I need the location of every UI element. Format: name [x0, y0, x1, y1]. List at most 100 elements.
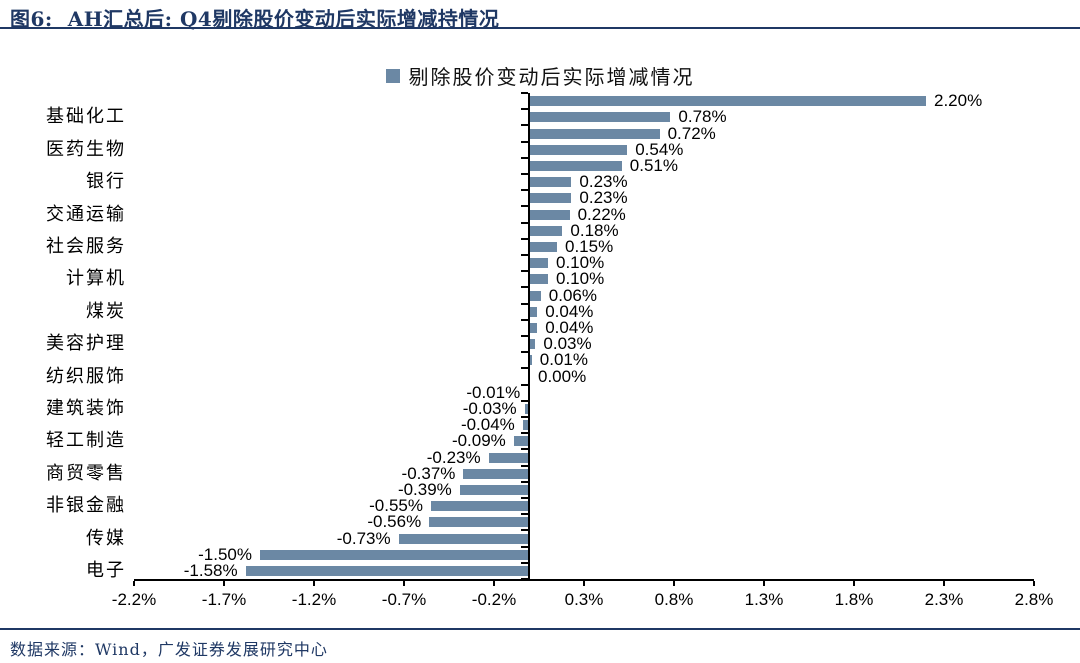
category-label: 煤炭	[86, 300, 126, 322]
bar	[524, 403, 530, 414]
bar-value-label: 0.03%	[543, 334, 592, 354]
bar	[530, 144, 628, 155]
x-axis-tick-label: 1.8%	[834, 590, 874, 609]
bar-value-label: 0.04%	[545, 301, 594, 321]
bar	[530, 258, 548, 269]
category-tick	[521, 464, 528, 467]
bar	[530, 209, 570, 220]
category-label: 轻工制造	[46, 430, 126, 452]
bar	[530, 193, 572, 204]
bar-value-label: -0.73%	[336, 528, 391, 548]
category-tick	[521, 432, 528, 435]
x-axis-tick	[313, 581, 315, 586]
category-tick	[521, 497, 528, 499]
category-tick	[521, 416, 528, 418]
category-label: 电子	[86, 559, 126, 581]
bar	[530, 322, 538, 333]
category-tick	[521, 529, 528, 532]
bar	[522, 420, 530, 431]
bar-value-label: 0.06%	[548, 285, 597, 305]
category-label: 纺织服饰	[46, 365, 126, 387]
bar-value-label: -0.37%	[401, 463, 456, 483]
category-label: 建筑装饰	[46, 397, 126, 419]
category-tick	[521, 399, 528, 402]
bar-value-label: -1.50%	[198, 544, 252, 564]
category-label: 非银金融	[46, 495, 126, 517]
category-tick	[521, 351, 528, 354]
bar-value-label: -0.56%	[367, 512, 422, 532]
bar	[463, 468, 530, 479]
x-axis-tick-label: 1.3%	[744, 590, 784, 609]
bar	[530, 355, 532, 366]
bar	[530, 96, 926, 107]
x-axis-tick-label: -2.2%	[111, 590, 157, 609]
bar	[260, 549, 530, 560]
x-axis-tick	[493, 581, 495, 586]
x-axis-tick-label: -1.2%	[291, 590, 337, 609]
bar-value-label: 0.01%	[539, 350, 588, 370]
category-tick	[521, 383, 528, 386]
bar-value-label: 0.51%	[629, 155, 678, 175]
category-tick	[521, 561, 528, 564]
x-axis-tick	[763, 581, 765, 586]
category-label: 传媒	[86, 527, 126, 549]
bar-value-label: 0.10%	[556, 269, 605, 289]
bar	[530, 160, 622, 171]
category-tick	[521, 156, 528, 159]
value-axis-line	[528, 93, 530, 579]
bar-value-label: 0.23%	[579, 172, 628, 192]
category-label: 银行	[86, 171, 126, 193]
bar	[530, 128, 660, 139]
bar	[530, 241, 557, 252]
bar	[530, 225, 563, 236]
category-tick	[521, 254, 528, 256]
bar-value-label: 0.22%	[577, 204, 626, 224]
bar-value-label: 0.04%	[545, 317, 594, 337]
x-axis-tick	[223, 581, 225, 586]
x-axis-tick-label: 2.8%	[1014, 590, 1054, 609]
bar	[530, 112, 671, 123]
bar-value-label: 2.20%	[934, 91, 983, 111]
x-axis-tick-label: 0.8%	[654, 590, 694, 609]
category-tick	[521, 448, 528, 451]
bar-value-label: -0.39%	[397, 479, 452, 499]
legend-label: 剔除股价变动后实际增减情况	[408, 65, 695, 89]
category-tick	[521, 237, 528, 240]
bar-value-label: 0.10%	[556, 253, 605, 273]
category-label: 医药生物	[46, 138, 126, 160]
x-axis-tick	[133, 581, 135, 586]
x-axis-tick	[403, 581, 405, 586]
bar-value-label: 0.18%	[570, 220, 619, 240]
bar-value-label: -0.03%	[462, 398, 517, 418]
category-label: 商贸零售	[46, 462, 126, 484]
bar	[530, 274, 548, 285]
bar	[530, 290, 541, 301]
bar	[245, 565, 530, 576]
bar-value-label: -0.04%	[460, 415, 515, 435]
bar-value-label: -0.01%	[466, 382, 521, 402]
bar	[459, 484, 530, 495]
bar-value-label: 0.00%	[538, 366, 587, 386]
category-label: 计算机	[66, 268, 126, 290]
header-divider	[0, 27, 1080, 29]
x-axis-tick	[1033, 581, 1035, 586]
x-axis-tick	[853, 581, 855, 586]
category-tick	[521, 367, 528, 370]
x-axis-tick-label: -0.2%	[471, 590, 517, 609]
bar	[530, 177, 572, 188]
bar-value-label: 0.72%	[667, 123, 716, 143]
footer-divider	[0, 628, 1080, 630]
bar-value-label: 0.54%	[635, 139, 684, 159]
x-axis-tick-label: -0.7%	[381, 590, 427, 609]
x-axis-tick	[673, 581, 675, 586]
bar-value-label: -0.23%	[426, 447, 481, 467]
bar	[429, 517, 530, 528]
x-axis-tick-label: -1.7%	[201, 590, 247, 609]
x-axis-tick-label: 2.3%	[924, 590, 964, 609]
category-label: 基础化工	[46, 106, 126, 128]
bar-value-label: 0.78%	[678, 107, 727, 127]
legend-swatch-icon	[385, 68, 400, 83]
x-axis-tick	[583, 581, 585, 586]
